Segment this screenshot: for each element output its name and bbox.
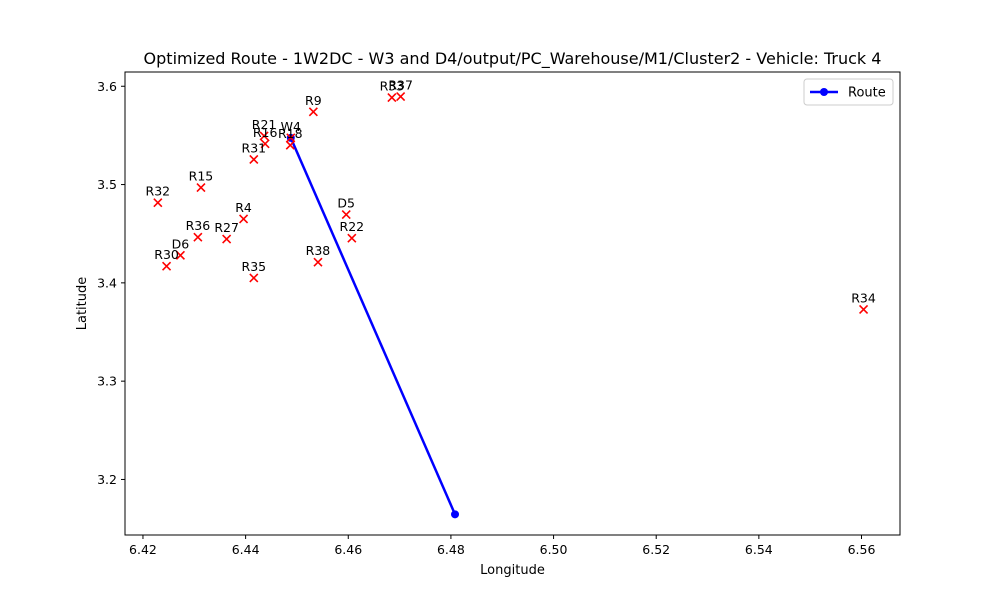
location-point-r27 bbox=[222, 234, 232, 244]
location-label: R15 bbox=[189, 169, 214, 184]
y-tick-label: 3.4 bbox=[97, 275, 117, 290]
location-label: R37 bbox=[388, 78, 413, 93]
location-point-r15 bbox=[196, 182, 206, 193]
location-point-r30 bbox=[162, 261, 172, 271]
x-tick-label: 6.46 bbox=[334, 542, 362, 557]
legend-route-label: Route bbox=[848, 86, 886, 101]
location-label: R36 bbox=[186, 218, 211, 233]
location-label: R34 bbox=[851, 290, 876, 305]
location-label: R27 bbox=[214, 220, 239, 235]
location-label: R31 bbox=[242, 140, 267, 155]
chart-title: Optimized Route - 1W2DC - W3 and D4/outp… bbox=[144, 49, 882, 69]
plot-frame bbox=[124, 71, 901, 536]
location-label: D6 bbox=[172, 236, 190, 251]
y-axis-ticks: 3.2 3.3 3.4 3.5 3.6 bbox=[97, 79, 125, 487]
y-tick-label: 3.5 bbox=[97, 177, 117, 192]
location-point-r36 bbox=[193, 232, 203, 242]
location-point-r38 bbox=[313, 257, 323, 267]
legend: Route bbox=[803, 78, 894, 106]
location-label: R4 bbox=[235, 200, 252, 215]
y-tick-label: 3.2 bbox=[97, 472, 117, 487]
location-point-r31 bbox=[249, 154, 259, 165]
location-label: R30 bbox=[154, 247, 179, 262]
location-point-d6 bbox=[175, 250, 185, 260]
location-point-r32 bbox=[153, 198, 163, 208]
location-point-r18 bbox=[285, 140, 295, 150]
location-label: R33 bbox=[380, 79, 405, 94]
location-point-w4 bbox=[286, 133, 296, 143]
x-tick-label: 6.54 bbox=[745, 542, 773, 557]
location-point-r22 bbox=[347, 233, 357, 243]
x-tick-label: 6.42 bbox=[129, 542, 157, 557]
location-label: R38 bbox=[306, 243, 331, 258]
location-point-r9 bbox=[308, 107, 318, 117]
location-point-d5 bbox=[341, 209, 351, 220]
location-point-r35 bbox=[249, 273, 259, 283]
location-label: R35 bbox=[242, 259, 267, 274]
x-tick-label: 6.50 bbox=[540, 542, 568, 557]
x-tick-label: 6.48 bbox=[437, 542, 465, 557]
x-axis-label: Longitude bbox=[480, 563, 545, 578]
y-tick-label: 3.3 bbox=[97, 374, 117, 389]
location-label: R16 bbox=[253, 125, 278, 140]
location-label: R9 bbox=[305, 93, 322, 108]
location-point-r21 bbox=[259, 131, 269, 141]
x-tick-label: 6.44 bbox=[232, 542, 260, 557]
x-tick-label: 6.52 bbox=[642, 542, 670, 557]
y-tick-label: 3.6 bbox=[97, 79, 117, 94]
route-line bbox=[289, 137, 457, 515]
location-label: R18 bbox=[278, 126, 303, 141]
legend-box bbox=[803, 78, 894, 106]
location-point-r16 bbox=[260, 139, 270, 149]
location-point-r33 bbox=[387, 92, 397, 103]
location-label: R21 bbox=[252, 117, 277, 132]
route-point bbox=[451, 510, 460, 519]
plot-area bbox=[124, 71, 901, 536]
location-point-r34 bbox=[858, 304, 869, 314]
location-point-r4 bbox=[238, 214, 249, 224]
location-label: R32 bbox=[146, 184, 171, 199]
location-label: D5 bbox=[337, 196, 355, 211]
location-point-r37 bbox=[396, 92, 406, 102]
x-tick-label: 6.56 bbox=[848, 542, 876, 557]
y-axis-label: Latitude bbox=[75, 277, 90, 331]
legend-route-marker bbox=[820, 88, 828, 96]
location-label: R22 bbox=[340, 219, 365, 234]
x-axis-ticks: 6.42 6.44 6.46 6.48 6.50 6.52 6.54 6.56 bbox=[129, 535, 875, 557]
location-label: W4 bbox=[281, 119, 301, 134]
